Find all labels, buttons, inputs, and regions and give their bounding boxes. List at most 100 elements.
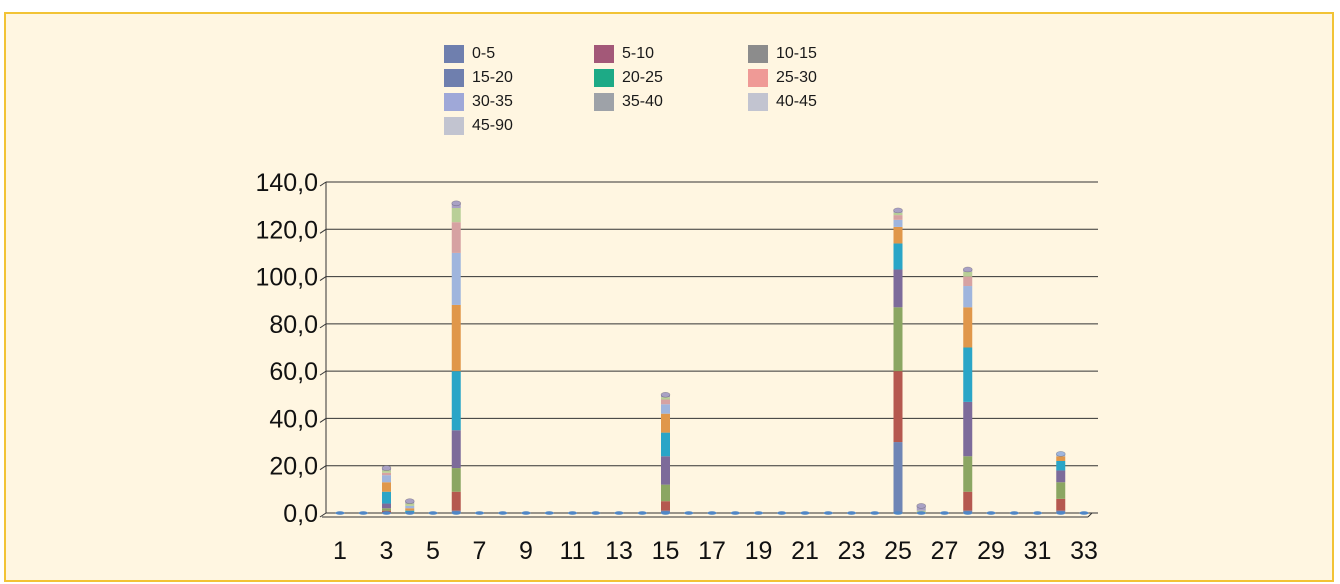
y-tick-label: 20,0 [269,453,318,481]
bar-segment [963,307,973,348]
legend-label: 25-30 [776,69,817,86]
y-tick-label: 60,0 [269,358,318,386]
x-tick-label: 7 [473,537,487,565]
bar-segment [451,252,461,305]
legend-label: 45-90 [472,117,513,134]
x-tick-label: 3 [380,537,394,565]
y-tick-mark [319,181,327,187]
legend-item: 25-30 [748,68,817,88]
legend-label: 30-35 [472,93,513,110]
bar-base-marker [684,511,694,515]
bar-base-marker [1033,511,1042,515]
bar-segment [405,508,415,511]
bar-segment [963,276,973,287]
bar-segment [963,401,973,457]
bar-base-marker [358,511,368,515]
bar-base-marker [777,511,787,515]
bar-cap [660,391,671,398]
bar-cap [916,503,927,509]
x-tick-label: 31 [1024,537,1052,565]
x-tick-label: 21 [791,537,819,565]
y-tick-mark [319,228,327,234]
y-tick-mark [319,323,327,329]
bar-base-marker [428,511,438,515]
bar-base-marker [730,511,740,515]
bar-base-marker [707,511,717,515]
bar-base-marker [1009,511,1019,515]
legend-swatch [748,93,768,111]
bar-cap [893,207,903,214]
x-tick-label: 17 [698,537,726,565]
bar-base-marker [614,511,624,515]
bar-segment [382,503,391,509]
bar-base-marker [986,511,996,515]
legend-label: 0-5 [472,45,496,62]
bar-segment [893,212,903,216]
bar-segment [661,432,670,457]
bar-segment [382,482,391,492]
legend-item: 10-15 [748,44,817,64]
x-tick-label: 19 [745,537,773,565]
bar-segment [893,307,903,372]
bar-segment [963,347,973,402]
y-tick-label: 0,0 [283,500,318,528]
bar-segment [1056,482,1066,499]
x-tick-label: 9 [519,537,533,565]
y-tick-label: 140,0 [255,169,318,197]
bar-segment [382,472,391,476]
legend-item: 15-20 [444,68,513,88]
x-axis-corner [1087,512,1093,518]
bar-cap [962,266,973,273]
legend: 0-5 5-10 10-15 15-20 20-25 25-30 30-35 3… [440,44,860,152]
bar-segment [661,456,670,485]
legend-item: 20-25 [594,68,663,88]
legend-swatch [594,93,614,111]
legend-item: 30-35 [444,92,513,112]
bar-segment [963,271,973,277]
bar-base-marker [405,511,415,515]
bar-base-marker [475,511,484,515]
y-tick-mark [319,276,327,281]
bar-segment [661,404,670,414]
bar-segment [893,442,903,513]
x-tick-label: 23 [838,537,866,565]
bar-base-marker [870,511,880,515]
bar-cap [1055,451,1066,457]
legend-label: 5-10 [622,45,655,62]
bar-segment [382,475,391,483]
legend-item: 40-45 [748,92,817,112]
y-tick-label: 100,0 [255,264,318,292]
bar-base-marker [800,511,810,515]
bar-segment [893,226,903,244]
bar-segment [451,208,461,223]
x-tick-label: 33 [1070,537,1098,565]
legend-swatch [444,45,464,63]
bar-segment [661,399,670,405]
bar-segment [1056,456,1066,461]
bar-segment [893,269,903,308]
bar-base-marker [754,511,763,515]
bar-segment [382,470,391,473]
bar-segment [451,468,461,492]
bar-base-marker [893,511,903,515]
bar-segment [893,215,903,220]
x-tick-label: 1 [333,537,347,565]
legend-swatch [444,117,464,135]
bar-base-marker [568,511,577,515]
bar-segment [893,371,903,443]
bar-segment [661,484,670,502]
legend-label: 40-45 [776,93,817,110]
legend-swatch [748,69,768,87]
x-tick-label: 29 [977,537,1005,565]
y-tick-mark [319,370,327,376]
bar-segment [661,397,670,400]
bar-segment [1056,498,1066,511]
x-tick-label: 5 [426,537,440,565]
bar-base-marker [335,511,345,515]
bar-segment [451,371,461,431]
bar-base-marker [916,511,926,515]
legend-item: 45-90 [444,116,513,136]
legend-label: 15-20 [472,69,513,86]
legend-swatch [444,93,464,111]
